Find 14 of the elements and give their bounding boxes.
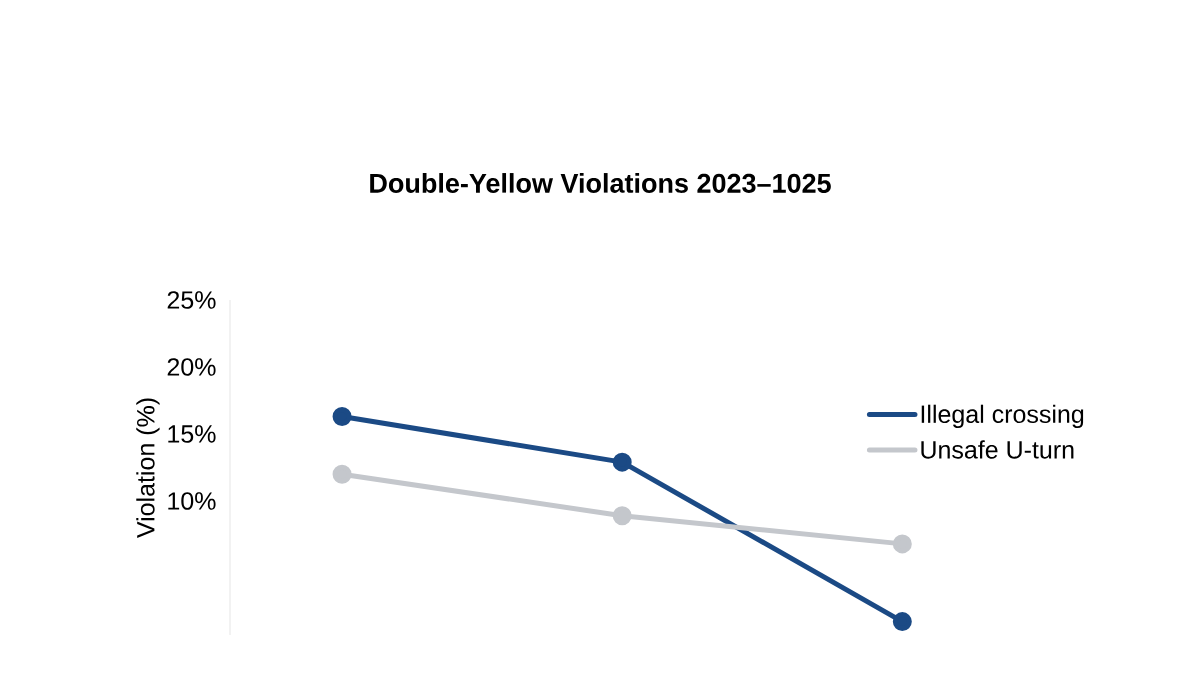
chart-title: Double-Yellow Violations 2023–1025 [370,173,831,193]
point [892,534,912,554]
point [332,407,352,427]
point [332,464,352,484]
point [612,452,632,472]
y-tick-label: 10% [168,492,216,510]
legend-label: Illegal crossing [921,404,1084,429]
y-axis-title: Violation (%) [136,398,160,539]
y-tick-label: 25% [167,291,216,309]
y-tick-label: 20% [167,358,216,376]
point [612,506,632,526]
point [892,612,912,632]
legend-label: Unsafe U-turn [921,440,1074,459]
y-tick-label: 15% [168,425,216,443]
